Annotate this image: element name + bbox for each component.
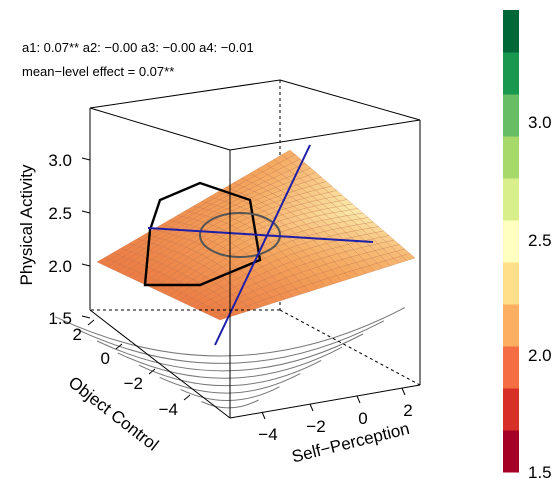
x-tick-mark: [401, 387, 406, 396]
legend-swatch: [503, 52, 519, 95]
legend-swatch: [503, 262, 519, 305]
x-tick-label: 0: [358, 409, 367, 428]
legend-swatch: [503, 430, 519, 473]
z-tick-mark: [81, 315, 91, 319]
box-edge: [229, 119, 421, 151]
line-of-incongruence: [147, 227, 374, 243]
y-tick-label: −4: [159, 400, 178, 419]
legend-swatch: [503, 94, 519, 137]
y-tick-label: 2: [73, 325, 82, 344]
legend-swatch: [503, 220, 519, 263]
coefficients-text: a1: 0.07** a2: −0.00 a3: −0.00 a4: −0.01: [22, 40, 254, 55]
y-tick-mark: [87, 319, 95, 326]
legend-label: 3.0: [528, 113, 552, 132]
x-tick-mark: [261, 411, 266, 420]
x-axis-ticks: −4 −2 0 2: [258, 387, 413, 444]
box-edge: [89, 107, 231, 151]
y-axis-label: Object Control: [65, 373, 162, 455]
legend-swatch: [503, 10, 519, 53]
box-hidden-edge: [279, 309, 421, 386]
x-tick-label: −2: [306, 417, 325, 436]
y-tick-mark: [148, 368, 156, 375]
box-back-edges: [89, 79, 421, 385]
z-tick-mark: [81, 157, 91, 161]
x-tick-label: −4: [258, 425, 277, 444]
box-edge: [89, 79, 281, 109]
box-edge: [89, 309, 231, 419]
z-axis-label: Physical Activity: [17, 164, 36, 285]
x-tick-mark: [356, 395, 361, 404]
data-hull: [143, 181, 262, 287]
x-tick-label: 2: [403, 401, 412, 420]
box-front-edges: [89, 107, 421, 419]
y-tick-mark: [183, 394, 191, 401]
z-tick-label: 2.5: [48, 204, 72, 223]
surface-mesh: [96, 149, 416, 321]
surface-cell: [401, 253, 416, 261]
y-tick-mark: [115, 343, 123, 350]
box-edge: [279, 79, 421, 121]
y-axis-ticks: −4 −2 02: [73, 319, 191, 419]
y-tick-label: −2: [124, 374, 143, 393]
z-tick-label: 3.0: [48, 151, 72, 170]
color-legend: 1.5 2.0 2.5 3.0: [503, 10, 552, 482]
legend-swatch: [503, 178, 519, 221]
legend-label: 1.5: [528, 463, 552, 482]
legend-swatch: [503, 388, 519, 431]
legend-swatch: [503, 136, 519, 179]
legend-label: 2.5: [528, 231, 552, 250]
y-tick-label: 0: [101, 349, 110, 368]
z-tick-mark: [81, 263, 91, 267]
legend-label: 2.0: [528, 346, 552, 365]
box-edge: [229, 384, 421, 419]
x-tick-mark: [309, 403, 314, 412]
line-of-congruence: [214, 144, 311, 346]
bag-contour: [199, 212, 281, 258]
z-tick-label: 1.5: [48, 309, 72, 328]
legend-swatch: [503, 346, 519, 389]
z-tick-mark: [81, 210, 91, 214]
mean-level-text: mean−level effect = 0.07**: [22, 64, 174, 79]
z-axis-ticks: 1.5 2.0 2.5 3.0: [48, 151, 91, 328]
legend-swatch: [503, 304, 519, 347]
z-tick-label: 2.0: [48, 257, 72, 276]
